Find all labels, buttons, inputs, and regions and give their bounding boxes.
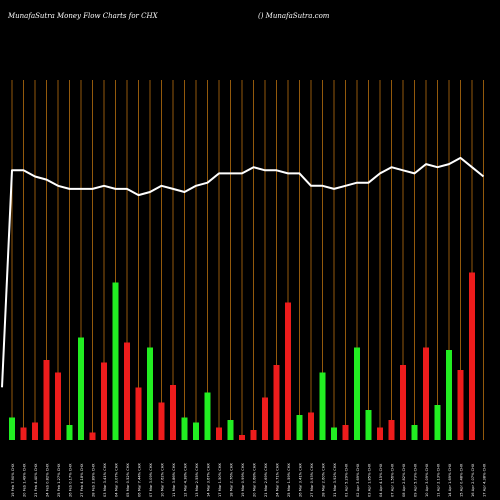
tick-label: 27 Feb 4.18% CHX xyxy=(80,463,84,497)
tick-label: 10 Apr 3.09% CHX xyxy=(425,463,429,497)
tick-label: 01 Apr 5.29% CHX xyxy=(345,463,349,497)
tick-label: 28 Mar 2.60% CHX xyxy=(322,463,326,497)
tick-label: 18 Mar 2.76% CHX xyxy=(230,463,234,497)
bar-27-feb-2025 xyxy=(78,337,84,440)
bar-26-mar-2025 xyxy=(296,415,303,440)
tick-label: 03 Apr 1.85% CHX xyxy=(368,463,372,497)
bar-28-feb-2025 xyxy=(89,432,96,440)
tick-label: 04 Apr 4.15% CHX xyxy=(379,463,383,497)
tick-label: 09 Apr 5.73% CHX xyxy=(414,463,418,497)
bar-27-mar-2025 xyxy=(308,412,314,440)
chart-title: MunafaSutra Money Flow Charts for CHX xyxy=(7,12,159,20)
tick-label: 21 Feb 4.40% CHX xyxy=(34,463,38,497)
bar-06-mar-2025 xyxy=(135,387,142,440)
bar-21-mar-2025 xyxy=(262,397,268,440)
bar-08-apr-2025 xyxy=(400,365,406,440)
bar-26-feb-2025 xyxy=(66,425,73,440)
bar-10-mar-2025 xyxy=(158,402,165,440)
bar-15-apr-2025 xyxy=(457,370,464,440)
tick-label: 31 Mar 3.92% CHX xyxy=(333,463,337,497)
x-axis-tick-labels: 19 Feb 7.90% CHX 20 Feb 1.49% CHX 21 Feb 4… xyxy=(11,463,487,497)
bar-19-mar-2025 xyxy=(239,435,245,440)
tick-label: 28 Feb 2.89% CHX xyxy=(92,463,96,497)
bar-03-mar-2025 xyxy=(101,362,107,440)
chart-credit: () MunafaSutra.com xyxy=(258,12,330,20)
bar-07-apr-2025 xyxy=(388,420,395,440)
bar-13-mar-2025 xyxy=(193,422,199,440)
bar-25-feb-2025 xyxy=(55,372,61,440)
bar-28-mar-2025 xyxy=(319,372,326,440)
bar-07-mar-2025 xyxy=(147,347,153,440)
tick-label: 16 Apr 2.07% CHX xyxy=(471,463,475,497)
bar-14-mar-2025 xyxy=(204,392,211,440)
bar-24-mar-2025 xyxy=(273,365,280,440)
bar-19-feb-2025 xyxy=(9,417,15,440)
bar-03-apr-2025 xyxy=(365,410,372,440)
tick-label: 14 Apr 1.69% CHX xyxy=(448,463,452,497)
tick-label: 07 Apr 1.56% CHX xyxy=(391,463,395,497)
tick-label: 26 Feb 0.17% CHX xyxy=(69,463,73,497)
bar-20-mar-2025 xyxy=(250,430,257,440)
tick-label: 17 Mar 1.50% CHX xyxy=(218,463,222,497)
bar-17-mar-2025 xyxy=(216,427,222,440)
tick-label: 03 Mar 3.41% CHX xyxy=(103,463,107,497)
bar-09-apr-2025 xyxy=(411,425,418,440)
tick-label: 02 Apr 3.69% CHX xyxy=(356,463,360,497)
tick-label: 10 Mar 7.62% CHX xyxy=(161,463,165,497)
bar-02-apr-2025 xyxy=(354,347,360,440)
bar-05-mar-2025 xyxy=(124,342,130,440)
tick-label: 20 Feb 1.49% CHX xyxy=(23,463,27,497)
tick-label: 21 Mar 2.69% CHX xyxy=(264,463,268,497)
bar-04-mar-2025 xyxy=(112,282,119,440)
bar-04-apr-2025 xyxy=(377,427,383,440)
tick-label: 07 Mar 3.09% CHX xyxy=(149,463,153,497)
bar-21-feb-2025 xyxy=(32,422,38,440)
tick-label: 11 Apr 2.13% CHX xyxy=(437,463,441,497)
tick-label: 15 Apr 0.48% CHX xyxy=(460,463,464,497)
bar-14-apr-2025 xyxy=(446,350,452,440)
tick-label: 14 Mar 3.67% CHX xyxy=(207,463,211,497)
money-flow-line xyxy=(1,156,485,388)
tick-label: 27 Mar 0.93% CHX xyxy=(310,463,314,497)
tick-label: 13 Mar 2.55% CHX xyxy=(195,463,199,497)
bar-18-mar-2025 xyxy=(227,420,234,440)
bar-10-apr-2025 xyxy=(423,347,429,440)
bar-20-feb-2025 xyxy=(20,427,27,440)
tick-label: 26 Mar 3.41% CHX xyxy=(299,463,303,497)
tick-label: 24 Feb 0.82% CHX xyxy=(46,463,50,497)
bar-11-mar-2025 xyxy=(170,385,176,440)
bar-series xyxy=(9,272,475,440)
tick-label: 25 Feb 1.27% CHX xyxy=(57,463,61,497)
tick-label: 17 Apr 4.38% CHX xyxy=(483,463,487,497)
bar-01-apr-2025 xyxy=(342,425,349,440)
bar-31-mar-2025 xyxy=(331,427,337,440)
bar-11-apr-2025 xyxy=(434,405,441,440)
tick-label: 25 Mar 1.59% CHX xyxy=(287,463,291,497)
tick-label: 19 Feb 7.90% CHX xyxy=(11,463,15,497)
tick-label: 19 Mar 0.99% CHX xyxy=(241,463,245,497)
tick-label: 24 Mar 0.71% CHX xyxy=(276,463,280,497)
bar-12-mar-2025 xyxy=(181,417,188,440)
bar-16-apr-2025 xyxy=(469,272,475,440)
tick-label: 06 Mar 7.44% CHX xyxy=(138,463,142,497)
tick-label: 08 Apr 2.82% CHX xyxy=(402,463,406,497)
tick-label: 05 Mar 0.52% CHX xyxy=(126,463,130,497)
tick-label: 12 Mar 4.38% CHX xyxy=(184,463,188,497)
tick-label: 11 Mar 3.86% CHX xyxy=(172,463,176,497)
tick-label: 04 Mar 3.07% CHX xyxy=(115,463,119,497)
bar-25-mar-2025 xyxy=(285,302,291,440)
tick-label: 20 Mar 0.68% CHX xyxy=(253,463,257,497)
bar-24-feb-2025 xyxy=(43,360,50,440)
